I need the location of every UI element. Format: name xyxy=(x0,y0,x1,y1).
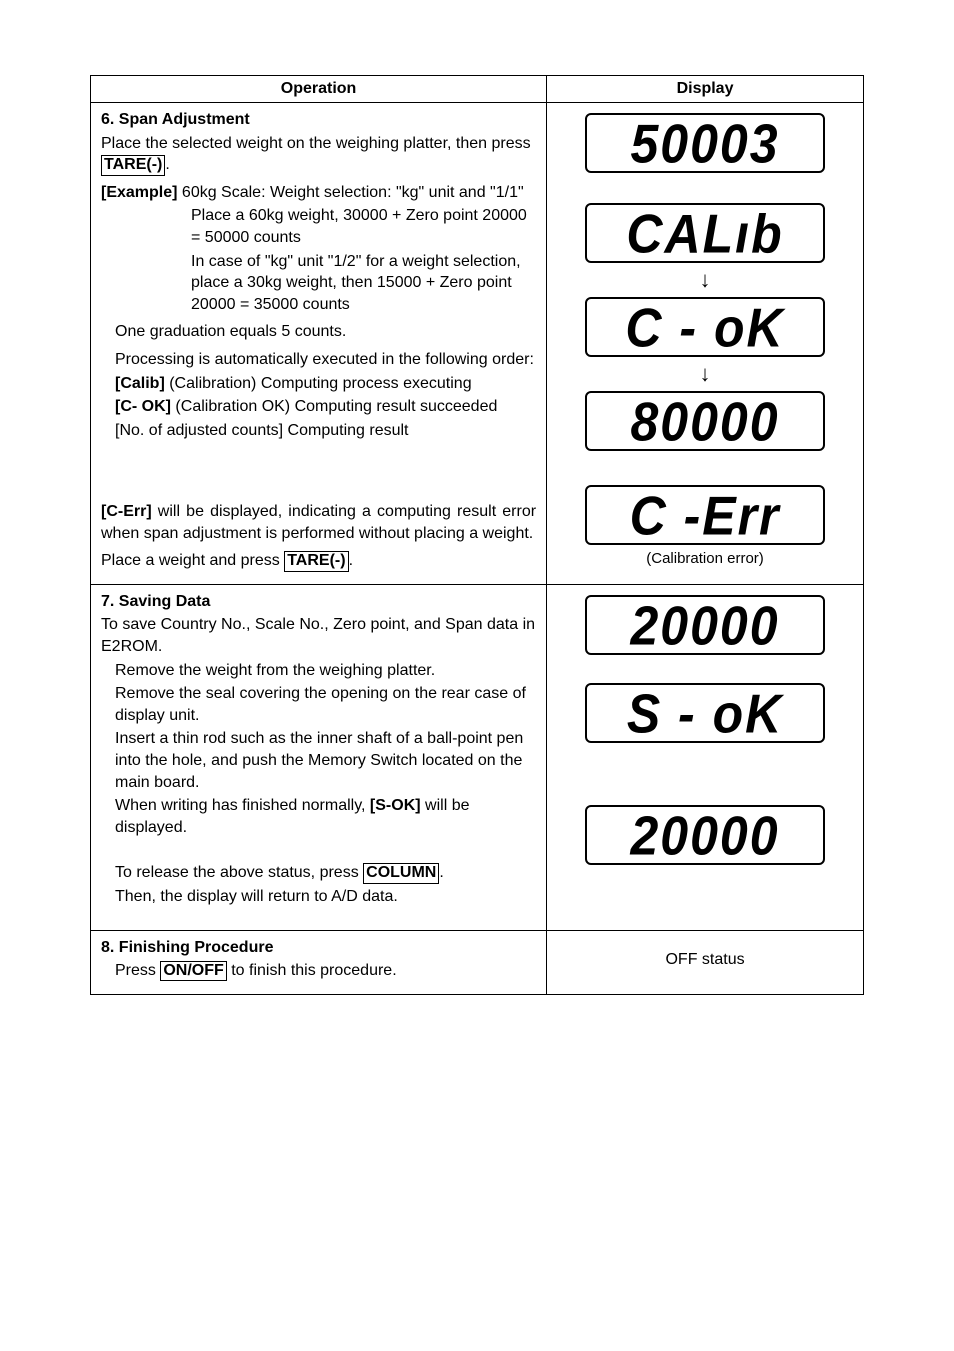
row7-p6: To release the above status, press COLUM… xyxy=(115,862,536,884)
row-8-finishing: 8. Finishing Procedure Press ON/OFF to f… xyxy=(91,930,864,994)
arrow-down-icon: ↓ xyxy=(700,363,711,385)
row6-counts: [No. of adjusted counts] Computing resul… xyxy=(115,420,536,442)
row8-p1: Press ON/OFF to finish this procedure. xyxy=(115,960,536,982)
key-onoff: ON/OFF xyxy=(160,961,226,981)
header-display: Display xyxy=(547,76,864,103)
lcd-c-err: C -Err xyxy=(585,485,825,545)
row-6b-cerr: [C-Err] will be displayed, indicating a … xyxy=(91,461,864,584)
row6b-operation: [C-Err] will be displayed, indicating a … xyxy=(91,461,547,584)
row6-operation: 6. Span Adjustment Place the selected we… xyxy=(91,103,547,462)
row6-display-a: 50003 CALıb ↓ C - oK ↓ 80000 xyxy=(547,103,864,462)
row6-grad: One graduation equals 5 counts. xyxy=(115,321,536,343)
lcd-c-ok: C - oK xyxy=(585,297,825,357)
procedure-table: Operation Display 6. Span Adjustment Pla… xyxy=(90,75,864,995)
row7-p4: Insert a thin rod such as the inner shaf… xyxy=(115,728,536,793)
lcd-20000-a: 20000 xyxy=(585,595,825,655)
row8-title: 8. Finishing Procedure xyxy=(101,937,536,959)
row7-p1: To save Country No., Scale No., Zero poi… xyxy=(101,614,536,657)
row6-p1: Place the selected weight on the weighin… xyxy=(101,133,536,176)
row7-p5: When writing has finished normally, [S-O… xyxy=(115,795,536,838)
row8-display: OFF status xyxy=(547,930,864,994)
key-column: COLUMN xyxy=(363,863,439,883)
row6-title: 6. Span Adjustment xyxy=(101,109,536,131)
row6-cok: [C- OK] (Calibration OK) Computing resul… xyxy=(115,396,536,418)
lcd-20000-b: 20000 xyxy=(585,805,825,865)
row6-example-l3: In case of "kg" unit "1/2" for a weight … xyxy=(101,251,536,316)
calib-error-caption: (Calibration error) xyxy=(646,549,764,569)
row6b-display: C -Err (Calibration error) xyxy=(547,461,864,584)
row7-p7: Then, the display will return to A/D dat… xyxy=(115,886,536,908)
row7-title: 7. Saving Data xyxy=(101,591,536,613)
table-header-row: Operation Display xyxy=(91,76,864,103)
row6-calib: [Calib] (Calibration) Computing process … xyxy=(115,373,536,395)
lcd-50003: 50003 xyxy=(585,113,825,173)
lcd-s-ok: S - oK xyxy=(585,683,825,743)
row6-proc: Processing is automatically executed in … xyxy=(115,349,536,371)
row7-operation: 7. Saving Data To save Country No., Scal… xyxy=(91,584,547,930)
row7-p3: Remove the seal covering the opening on … xyxy=(115,683,536,726)
row6-place: Place a weight and press TARE(-). xyxy=(101,550,536,572)
header-operation: Operation xyxy=(91,76,547,103)
row7-display: 20000 S - oK 20000 xyxy=(547,584,864,930)
row6-cerr: [C-Err] will be displayed, indicating a … xyxy=(101,501,536,544)
off-status-text: OFF status xyxy=(665,951,744,968)
row-7-saving-data: 7. Saving Data To save Country No., Scal… xyxy=(91,584,864,930)
row-6-span-adjustment: 6. Span Adjustment Place the selected we… xyxy=(91,103,864,462)
row8-operation: 8. Finishing Procedure Press ON/OFF to f… xyxy=(91,930,547,994)
lcd-80000: 80000 xyxy=(585,391,825,451)
page: Operation Display 6. Span Adjustment Pla… xyxy=(0,0,954,1055)
lcd-calib: CALıb xyxy=(585,203,825,263)
row6-example-l2: Place a 60kg weight, 30000 + Zero point … xyxy=(101,205,536,248)
key-tare: TARE(-) xyxy=(284,551,348,571)
arrow-down-icon: ↓ xyxy=(700,269,711,291)
row6-example-l1: [Example] 60kg Scale: Weight selection: … xyxy=(101,182,536,204)
key-tare: TARE(-) xyxy=(101,155,165,175)
row7-p2: Remove the weight from the weighing plat… xyxy=(115,660,536,682)
